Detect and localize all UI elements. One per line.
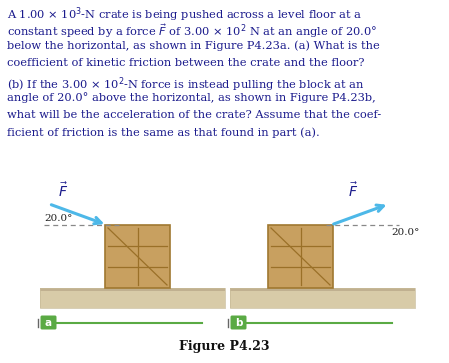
Text: angle of 20.0° above the horizontal, as shown in Figure P4.23b,: angle of 20.0° above the horizontal, as …: [7, 93, 376, 103]
Bar: [40, 288, 225, 291]
Text: constant speed by a force $\vec{F}$ of 3.00 $\times$ 10$^2$ N at an angle of 20.: constant speed by a force $\vec{F}$ of 3…: [7, 23, 378, 40]
Text: Figure P4.23: Figure P4.23: [179, 340, 269, 353]
FancyBboxPatch shape: [40, 315, 57, 330]
Text: 20.0°: 20.0°: [45, 214, 73, 223]
Bar: [40, 288, 225, 308]
Bar: [230, 288, 415, 308]
Text: b: b: [235, 318, 242, 327]
Bar: [230, 288, 415, 291]
FancyBboxPatch shape: [230, 315, 247, 330]
Text: 20.0°: 20.0°: [391, 228, 420, 237]
Text: $\vec{F}$: $\vec{F}$: [348, 181, 358, 200]
Bar: [40, 288, 225, 308]
Bar: [268, 225, 333, 288]
Bar: [230, 288, 415, 308]
Text: ficient of friction is the same as that found in part (a).: ficient of friction is the same as that …: [7, 127, 320, 138]
Text: A 1.00 $\times$ 10$^3$-N crate is being pushed across a level floor at a: A 1.00 $\times$ 10$^3$-N crate is being …: [7, 5, 362, 24]
Text: $\vec{F}$: $\vec{F}$: [57, 181, 68, 200]
Text: (b) If the 3.00 $\times$ 10$^2$-N force is instead pulling the block at an: (b) If the 3.00 $\times$ 10$^2$-N force …: [7, 75, 364, 94]
Text: what will be the acceleration of the crate? Assume that the coef-: what will be the acceleration of the cra…: [7, 110, 381, 120]
Text: below the horizontal, as shown in Figure P4.23a. (a) What is the: below the horizontal, as shown in Figure…: [7, 40, 380, 50]
Bar: [105, 225, 170, 288]
Text: a: a: [45, 318, 52, 327]
Text: coefficient of kinetic friction between the crate and the floor?: coefficient of kinetic friction between …: [7, 57, 365, 68]
